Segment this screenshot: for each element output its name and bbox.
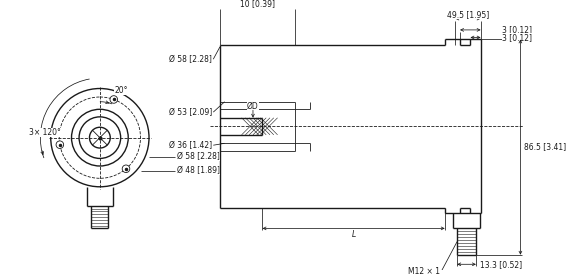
- Text: Ø 58 [2.28]: Ø 58 [2.28]: [177, 152, 220, 161]
- Text: 49.5 [1.95]: 49.5 [1.95]: [447, 10, 489, 19]
- Text: Ø 48 [1.89]: Ø 48 [1.89]: [177, 166, 220, 175]
- Text: L: L: [352, 230, 356, 240]
- Text: 13.3 [0.52]: 13.3 [0.52]: [480, 260, 522, 269]
- Circle shape: [122, 165, 130, 172]
- Text: Ø 58 [2.28]: Ø 58 [2.28]: [169, 55, 212, 64]
- Circle shape: [110, 96, 118, 103]
- Text: 86.5 [3.41]: 86.5 [3.41]: [524, 143, 566, 152]
- Text: Ø 53 [2.09]: Ø 53 [2.09]: [169, 108, 212, 117]
- Text: 3× 120°: 3× 120°: [29, 128, 61, 137]
- Text: 3 [0.12]: 3 [0.12]: [502, 25, 532, 34]
- Text: 3 [0.12]: 3 [0.12]: [502, 33, 532, 42]
- Text: ØD: ØD: [247, 102, 259, 111]
- Text: Ø 36 [1.42]: Ø 36 [1.42]: [169, 141, 212, 150]
- Circle shape: [56, 141, 64, 148]
- Text: 20°: 20°: [114, 86, 128, 95]
- Text: 10 [0.39]: 10 [0.39]: [240, 0, 275, 8]
- Text: M12 × 1: M12 × 1: [408, 267, 440, 276]
